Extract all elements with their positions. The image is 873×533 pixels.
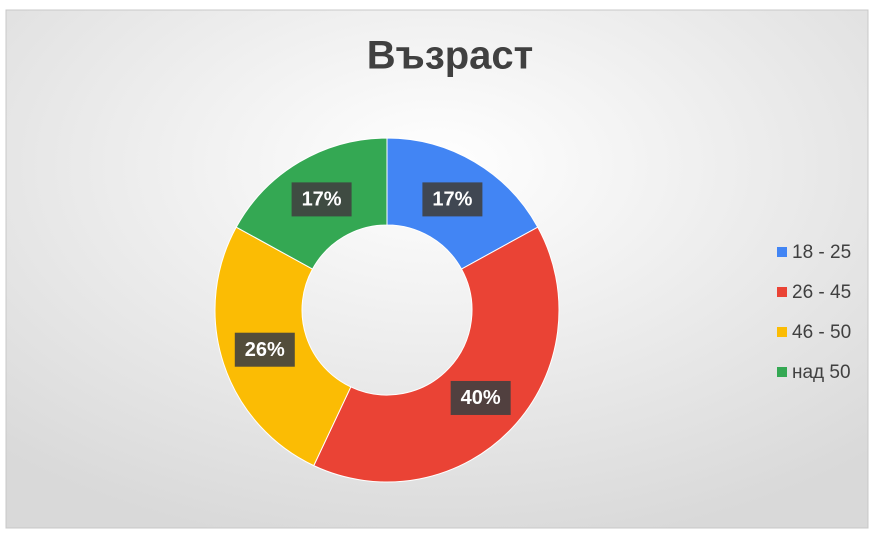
legend-label: 46 - 50 bbox=[792, 322, 851, 343]
legend-swatch bbox=[777, 287, 787, 297]
legend-label: 26 - 45 bbox=[792, 282, 851, 303]
data-label-box bbox=[291, 182, 352, 217]
data-label-box bbox=[422, 182, 483, 217]
legend-swatch bbox=[777, 367, 787, 377]
legend-swatch bbox=[777, 247, 787, 257]
data-label: 26% bbox=[245, 339, 285, 361]
legend-swatch bbox=[777, 327, 787, 337]
data-label: 40% bbox=[461, 387, 501, 409]
data-label-box bbox=[450, 380, 511, 415]
chart-title: Възраст bbox=[367, 34, 533, 78]
data-label: 17% bbox=[432, 189, 472, 211]
data-label-box bbox=[234, 332, 295, 367]
legend-label: над 50 bbox=[792, 362, 851, 383]
data-label: 17% bbox=[302, 189, 342, 211]
legend-label: 18 - 25 bbox=[792, 242, 851, 263]
donut-slice bbox=[313, 226, 560, 483]
